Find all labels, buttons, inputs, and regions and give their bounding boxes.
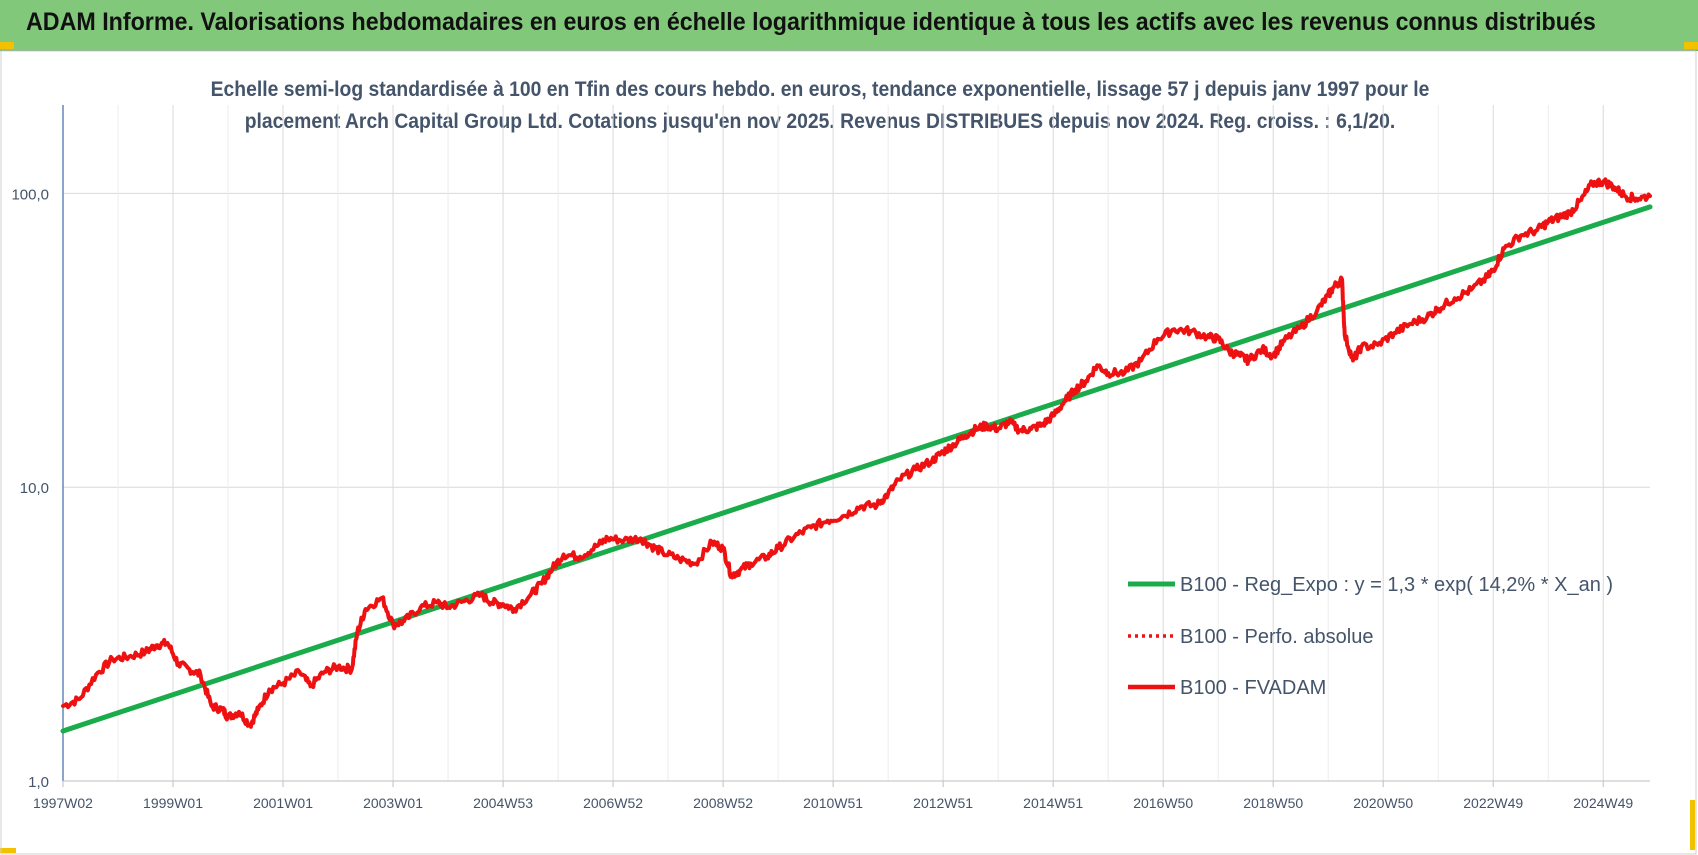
subtitle-line-2: placement Arch Capital Group Ltd. Cotati… — [244, 110, 1396, 133]
series-regression-line — [60, 204, 1653, 734]
x-tick-label: 1999W01 — [143, 795, 203, 811]
x-tick-label: 2018W50 — [1243, 795, 1303, 811]
corner-mark-top-right — [1684, 42, 1698, 49]
y-tick-label: 1,0 — [28, 774, 49, 791]
legend-label-2: B100 - Perfo. absolue — [1180, 626, 1373, 648]
chart-frame — [0, 50, 1697, 855]
legend-label-3: B100 - FVADAM — [1180, 677, 1326, 699]
x-tick-label: 2004W53 — [473, 795, 533, 811]
legend: B100 - Reg_Expo : y = 1,3 * exp( 14,2% *… — [1128, 574, 1613, 699]
x-tick-label: 2022W49 — [1463, 795, 1523, 811]
axis-layer: 1,0 10,0 100,0 1997W02 1999W01 2001W01 2003W01… — [11, 105, 1650, 811]
series-fvadam-line — [61, 177, 1652, 729]
x-tick-label: 2014W51 — [1023, 795, 1083, 811]
subtitle-line-1: Echelle semi-log standardisée à 100 en T… — [210, 78, 1430, 101]
x-tick-label: 2024W49 — [1573, 795, 1633, 811]
x-tick-label: 2008W52 — [693, 795, 753, 811]
corner-mark-bottom-left — [0, 848, 16, 853]
x-tick-label: 1997W02 — [33, 795, 93, 811]
x-tick-label: 2020W50 — [1353, 795, 1413, 811]
series-layer — [60, 177, 1653, 734]
x-tick-label: 2001W01 — [253, 795, 313, 811]
chart-subtitle: Echelle semi-log standardisée à 100 en T… — [176, 74, 1464, 138]
x-tick-label: 2010W51 — [803, 795, 863, 811]
legend-label-1: B100 - Reg_Expo : y = 1,3 * exp( 14,2% *… — [1180, 574, 1613, 596]
x-tick-label: 2012W51 — [913, 795, 973, 811]
y-tick-label: 10,0 — [20, 480, 49, 497]
y-tick-label: 100,0 — [11, 186, 49, 203]
corner-mark-bottom-right — [1690, 800, 1695, 850]
page-title: ADAM Informe. Valorisations hebdomadaire… — [26, 8, 1596, 36]
x-tick-label: 2016W50 — [1133, 795, 1193, 811]
header-banner: ADAM Informe. Valorisations hebdomadaire… — [0, 0, 1698, 51]
x-tick-label: 2006W52 — [583, 795, 643, 811]
x-tick-label: 2003W01 — [363, 795, 423, 811]
grid-layer — [0, 50, 1697, 855]
corner-mark-top-left — [0, 42, 14, 49]
